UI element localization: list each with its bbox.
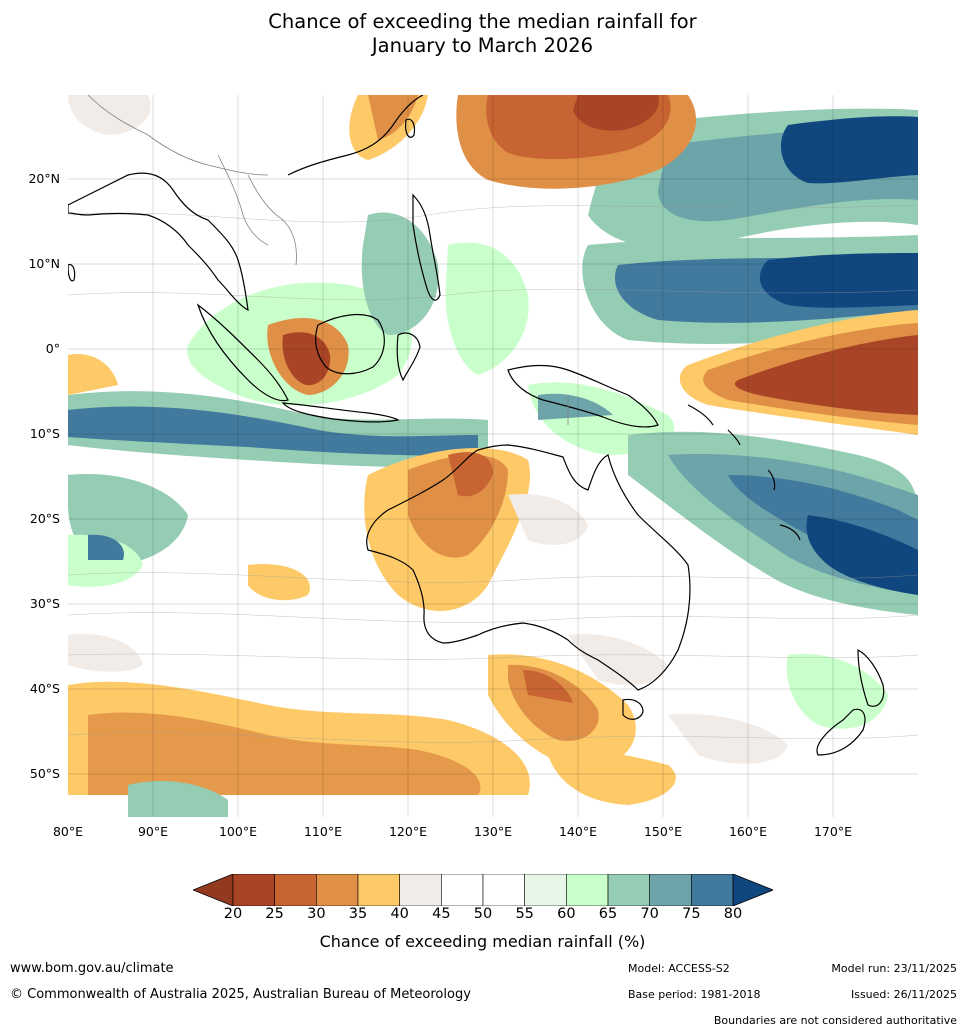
- title-line-1: Chance of exceeding the median rainfall …: [268, 10, 697, 33]
- lon-label-160e: 160°E: [728, 824, 767, 839]
- colorbar-segment: [357, 873, 400, 907]
- footer-issued: Issued: 26/11/2025: [850, 988, 957, 1001]
- graticule: [68, 95, 918, 817]
- lat-label-20s: 20°S: [29, 511, 60, 526]
- wet-region-southwest-pacific: [628, 431, 918, 615]
- lat-label-10s: 10°S: [29, 426, 60, 441]
- contour-lines: [68, 204, 918, 743]
- lat-label-0: 0°: [45, 341, 60, 356]
- colorbar-tick-label: 60: [557, 906, 576, 922]
- se-asia-coastline: [68, 172, 249, 312]
- sumatra-coastline: [196, 303, 289, 402]
- map-svg: [68, 95, 918, 817]
- wet-region-north-pacific: [582, 108, 918, 345]
- tasmania-coastline: [622, 698, 644, 720]
- colorbar-tick-label: 80: [723, 906, 743, 922]
- colorbar-tick-label: 35: [348, 906, 368, 922]
- colorbar-tick-label: 55: [515, 906, 534, 922]
- chart-title: Chance of exceeding the median rainfall …: [0, 10, 965, 58]
- footer-disclaimer: Boundaries are not considered authoritat…: [713, 1014, 957, 1027]
- colorbar-svg: [191, 873, 775, 907]
- lon-label-80e: 80°E: [52, 824, 84, 839]
- colorbar-tick-label: 50: [473, 906, 493, 922]
- colorbar-tick-label: 75: [682, 906, 701, 922]
- philippines-coastline: [412, 193, 441, 301]
- colorbar-tick-label: 45: [432, 906, 451, 922]
- new-zealand-south-island: [816, 708, 866, 756]
- lat-label-20n: 20°N: [28, 171, 60, 186]
- colorbar-tick-label: 30: [307, 906, 326, 922]
- colorbar-tick-label: 65: [598, 906, 618, 922]
- lat-label-50s: 50°S: [29, 766, 60, 781]
- colorbar-high-extend: [732, 873, 775, 907]
- lon-label-100e: 100°E: [218, 824, 257, 839]
- dry-region-equatorial-pacific: [679, 310, 918, 435]
- forecast-map: [68, 95, 918, 817]
- wet-region-indian-ocean: [68, 474, 888, 817]
- lat-label-30s: 30°S: [29, 596, 60, 611]
- footer-url: www.bom.gov.au/climate: [10, 961, 174, 976]
- java-coastline: [281, 402, 400, 423]
- colorbar-segment: [441, 873, 484, 907]
- colorbar-segment: [274, 873, 317, 907]
- borneo-coastline: [315, 314, 385, 375]
- lon-label-170e: 170°E: [813, 824, 852, 839]
- colorbar-segment: [316, 873, 359, 907]
- colorbar-segment: [524, 873, 567, 907]
- lon-label-90e: 90°E: [137, 824, 169, 839]
- taiwan-coastline: [405, 118, 416, 138]
- china-coastline: [287, 95, 424, 176]
- sulawesi-coastline: [396, 332, 421, 382]
- colorbar-tick-label: 25: [265, 906, 284, 922]
- footer-model-run: Model run: 23/11/2025: [831, 962, 957, 975]
- colorbar-tick-label: 20: [223, 906, 243, 922]
- colorbar-low-extend: [191, 873, 234, 907]
- new-zealand-north-island: [857, 649, 885, 707]
- footer-copyright: © Commonwealth of Australia 2025, Austra…: [10, 987, 471, 1002]
- colorbar-segment: [482, 873, 525, 907]
- footer-base-period: Base period: 1981-2018: [628, 988, 761, 1001]
- coastlines: [68, 95, 885, 756]
- dry-region-north: [349, 95, 697, 189]
- colorbar-segment: [649, 873, 692, 907]
- colorbar-tick-label: 40: [390, 906, 409, 922]
- lon-label-130e: 130°E: [473, 824, 512, 839]
- colorbar-tick-label: 70: [640, 906, 659, 922]
- new-guinea-coastline: [507, 364, 659, 428]
- lon-label-110e: 110°E: [303, 824, 342, 839]
- dry-region-australia: [248, 448, 530, 612]
- australia-coastline: [366, 444, 691, 691]
- colorbar: [191, 873, 775, 910]
- colorbar-segment: [607, 873, 650, 907]
- sri-lanka-coastline: [68, 264, 76, 282]
- lat-label-40s: 40°S: [29, 681, 60, 696]
- lon-label-140e: 140°E: [558, 824, 597, 839]
- colorbar-segment: [566, 873, 609, 907]
- lon-label-120e: 120°E: [388, 824, 427, 839]
- pacific-islands: [687, 404, 801, 541]
- title-line-2: January to March 2026: [371, 34, 594, 57]
- colorbar-segment: [232, 873, 275, 907]
- colorbar-label: Chance of exceeding median rainfall (%): [319, 932, 646, 951]
- footer-model: Model: ACCESS-S2: [628, 962, 730, 975]
- colorbar-segment: [691, 873, 734, 907]
- colorbar-segment: [399, 873, 442, 907]
- lat-label-10n: 10°N: [28, 256, 60, 271]
- country-borders: [87, 95, 569, 425]
- lon-label-150e: 150°E: [643, 824, 682, 839]
- neutral-region: [68, 95, 788, 764]
- dry-region-southern-ocean: [68, 654, 676, 805]
